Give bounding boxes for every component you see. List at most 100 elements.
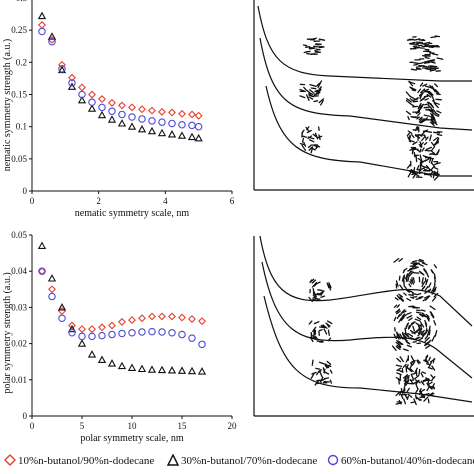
texture-dash: [318, 361, 326, 365]
texture-dash: [427, 109, 433, 113]
texture-dash: [395, 364, 403, 368]
data-point-diamond: [158, 312, 166, 321]
texture-dash: [319, 369, 322, 373]
texture-dash: [434, 329, 438, 337]
texture-dash: [431, 290, 435, 295]
data-point-diamond: [108, 98, 116, 107]
texture-dash: [428, 158, 432, 163]
data-point-diamond: [78, 83, 86, 92]
texture-dash: [404, 327, 407, 335]
texture-dash: [418, 106, 423, 111]
data-point-circle: [38, 27, 46, 36]
texture-dash: [310, 87, 317, 90]
data-point-triangle: [157, 365, 167, 374]
texture-dash: [395, 376, 401, 382]
texture-dash: [299, 95, 306, 99]
texture-dash: [430, 269, 434, 274]
texture-dash: [405, 322, 410, 328]
texture-dash: [428, 288, 432, 293]
texture-dash: [429, 305, 436, 311]
y-tick-label: 0.25: [11, 25, 27, 35]
texture-dash: [329, 369, 333, 374]
data-point-triangle: [157, 128, 167, 137]
texture-dash: [417, 62, 424, 65]
texture-dash: [420, 392, 426, 398]
texture-dash: [434, 114, 440, 117]
texture-dash: [317, 289, 323, 292]
texture-dash: [411, 134, 415, 139]
texture-dash: [304, 46, 311, 48]
texture-dash: [306, 129, 312, 134]
texture-dash: [418, 166, 422, 174]
texture-dash: [422, 378, 427, 383]
texture-dash: [433, 175, 440, 181]
texture-dash: [314, 132, 319, 140]
texture-dash: [407, 393, 413, 398]
texture-dash: [424, 43, 430, 46]
texture-dash: [433, 320, 437, 326]
data-point-triangle: [127, 122, 137, 130]
data-point-triangle: [57, 303, 67, 311]
texture-dash: [396, 314, 401, 320]
texture-dash: [434, 89, 440, 94]
y-tick-label: 0.05: [11, 230, 27, 240]
texture-dash: [420, 329, 425, 336]
texture-dash: [326, 282, 330, 289]
data-point-circle: [148, 117, 156, 125]
energy-curve: [263, 295, 473, 403]
texture-dash: [427, 381, 433, 386]
texture-dash: [429, 134, 432, 142]
texture-dash: [421, 371, 427, 374]
texture-dash: [420, 88, 426, 94]
texture-dash: [433, 264, 438, 269]
texture-dash: [419, 141, 423, 148]
texture-dash: [313, 321, 320, 325]
texture-dash: [301, 135, 307, 138]
texture-dash: [418, 369, 421, 376]
texture-dash: [427, 366, 433, 370]
texture-dash: [393, 257, 400, 263]
texture-dash: [431, 383, 435, 389]
texture-dash: [419, 92, 424, 98]
texture-dash: [324, 364, 332, 368]
data-point-triangle: [87, 104, 97, 112]
texture-dash: [430, 35, 438, 39]
texture-dash: [397, 340, 402, 345]
texture-dash: [420, 321, 425, 328]
texture-dash: [423, 341, 429, 347]
texture-dash: [410, 374, 414, 380]
texture-dash: [412, 43, 419, 46]
texture-dash: [309, 92, 314, 96]
texture-dash: [432, 284, 436, 290]
texture-dash: [416, 116, 421, 120]
texture-dash: [403, 292, 407, 296]
texture-dash: [416, 292, 422, 296]
texture-dash: [434, 35, 441, 38]
texture-dash: [322, 367, 326, 374]
texture-dash: [407, 289, 413, 293]
data-point-diamond: [108, 321, 116, 330]
y-tick-label: 0: [23, 186, 28, 196]
data-point-diamond: [198, 317, 206, 326]
triangle-marker-icon: [166, 453, 180, 466]
texture-dash: [309, 89, 315, 94]
data-point-circle: [158, 118, 166, 126]
data-point-diamond: [88, 90, 96, 99]
texture-dash: [399, 284, 404, 291]
texture-dash: [409, 329, 416, 335]
data-point-circle: [158, 328, 166, 336]
y-tick-label: 0.02: [11, 339, 27, 349]
texture-dash: [425, 146, 433, 151]
texture-dash: [393, 316, 397, 322]
texture-dash: [301, 144, 307, 151]
texture-dash: [396, 304, 400, 308]
legend-item: 10%n-butanol/90%n-dodecane: [4, 454, 154, 467]
data-point-circle: [58, 314, 66, 323]
texture-dash: [421, 333, 426, 339]
texture-dash: [408, 41, 416, 45]
texture-dash: [430, 141, 436, 148]
texture-dash: [405, 91, 411, 97]
data-point-triangle: [137, 364, 147, 373]
data-point-triangle: [107, 359, 117, 367]
texture-dash: [326, 320, 333, 325]
